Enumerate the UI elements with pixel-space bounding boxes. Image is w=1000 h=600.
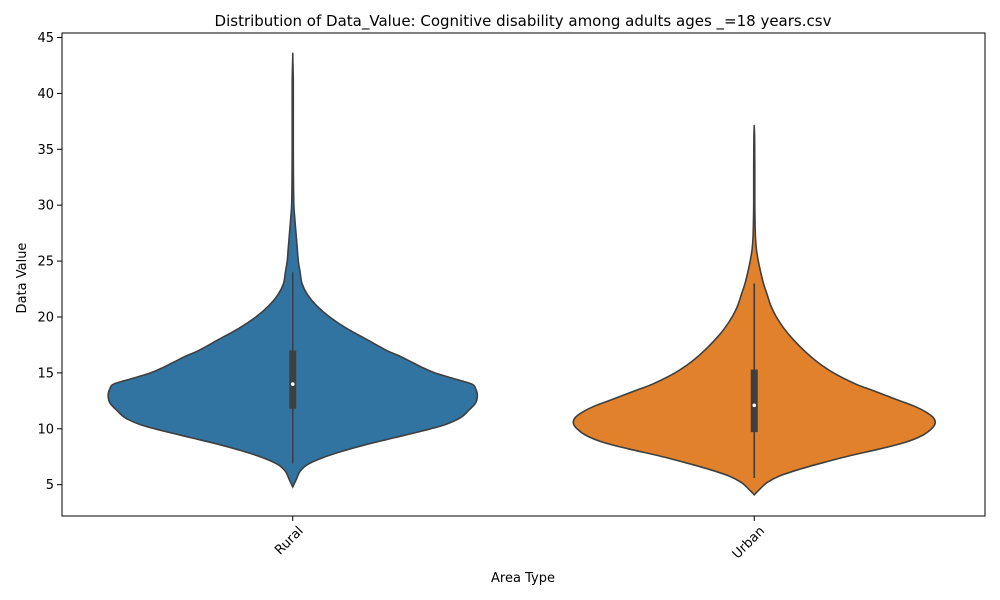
y-tick-label: 15: [37, 366, 54, 381]
iqr-box: [750, 369, 758, 433]
x-tick-label: Rural: [272, 524, 306, 558]
chart-title: Distribution of Data_Value: Cognitive di…: [215, 12, 832, 31]
violin-rural: [107, 52, 479, 489]
y-tick-label: 40: [37, 87, 54, 102]
violin-urban: [572, 124, 937, 496]
y-tick-label: 45: [37, 31, 54, 46]
y-tick-label: 20: [37, 310, 54, 325]
x-axis: Rural Urban: [272, 516, 768, 562]
y-tick-label: 30: [37, 199, 54, 214]
x-axis-label: Area Type: [491, 571, 555, 586]
y-tick-label: 35: [37, 143, 54, 158]
y-axis: 5 10 15 20 25 30 35 40 45: [37, 31, 62, 493]
violin-body: [107, 52, 479, 489]
y-axis-label: Data Value: [15, 243, 30, 314]
median-point: [752, 403, 757, 408]
y-tick-label: 10: [37, 422, 54, 437]
plot-area: [107, 52, 937, 496]
median-point: [290, 382, 295, 386]
iqr-box: [289, 350, 297, 409]
plot-frame: [61, 32, 986, 517]
y-tick-label: 5: [46, 478, 54, 493]
y-tick-label: 25: [37, 255, 54, 270]
x-tick-label: Urban: [730, 524, 768, 562]
